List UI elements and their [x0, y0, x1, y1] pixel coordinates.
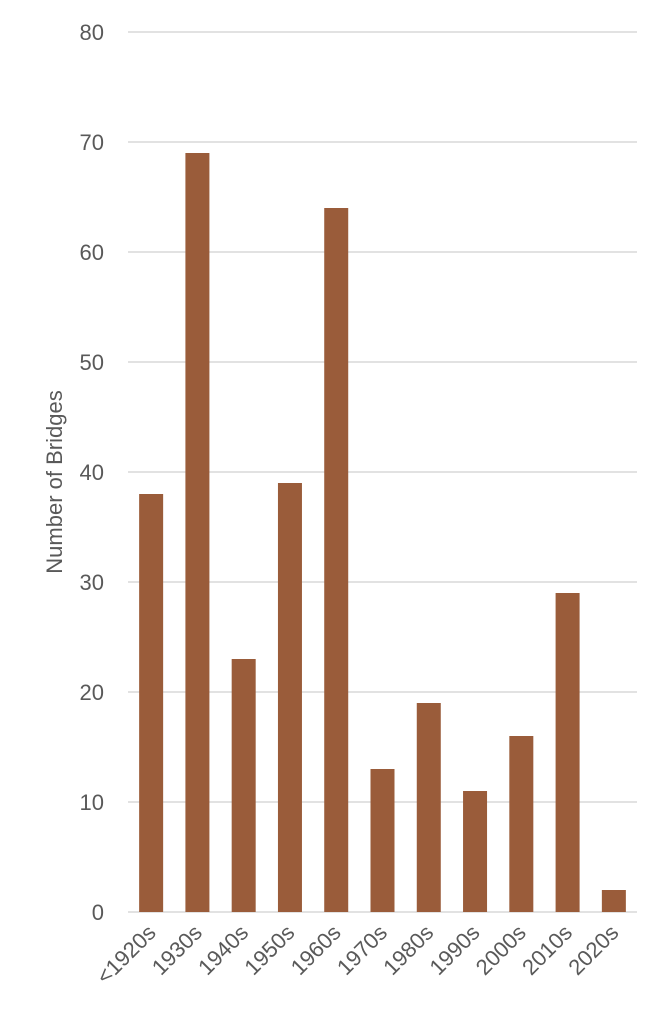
bar	[370, 769, 395, 912]
y-tick-label: 0	[92, 900, 104, 925]
bar	[139, 494, 164, 912]
bar	[601, 890, 626, 912]
y-tick-label: 10	[80, 790, 104, 815]
y-tick-label: 70	[80, 130, 104, 155]
x-axis-tick-labels: <1920s1930s1940s1950s1960s1970s1980s1990…	[92, 920, 624, 989]
x-tick-label: 1970s	[332, 920, 392, 980]
x-tick-label: 2000s	[471, 920, 531, 980]
y-tick-label: 40	[80, 460, 104, 485]
y-tick-label: 80	[80, 20, 104, 45]
y-axis-tick-labels: 0 10 20 30 40 50 60 70 80	[80, 20, 104, 925]
bars	[139, 153, 626, 912]
x-tick-label: 1960s	[286, 920, 346, 980]
bar	[555, 593, 580, 912]
y-axis-title: Number of Bridges	[42, 390, 67, 573]
bar	[509, 736, 534, 912]
x-tick-label: 2010s	[517, 920, 577, 980]
x-tick-label: 2020s	[563, 920, 623, 980]
x-tick-label: 1940s	[193, 920, 253, 980]
x-tick-label: <1920s	[92, 920, 161, 989]
bar	[185, 153, 210, 912]
bar	[231, 659, 256, 912]
bar	[324, 208, 349, 912]
bar	[277, 483, 302, 912]
x-tick-label: 1980s	[378, 920, 438, 980]
y-tick-label: 50	[80, 350, 104, 375]
gridlines	[128, 31, 637, 913]
bar	[416, 703, 441, 912]
x-tick-label: 1950s	[239, 920, 299, 980]
x-tick-label: 1990s	[425, 920, 485, 980]
y-tick-label: 20	[80, 680, 104, 705]
y-tick-label: 60	[80, 240, 104, 265]
x-tick-label: 1930s	[147, 920, 207, 980]
y-tick-label: 30	[80, 570, 104, 595]
bar	[463, 791, 488, 912]
